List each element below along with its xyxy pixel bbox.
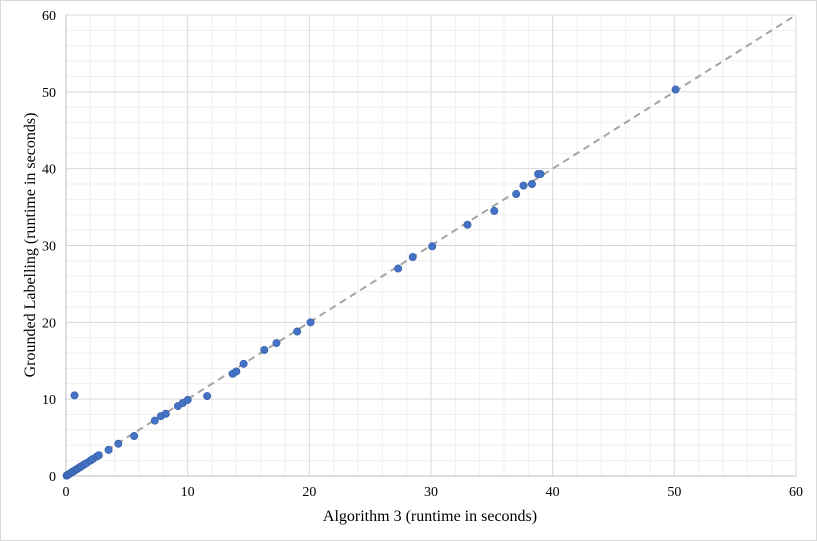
y-tick-label: 10 xyxy=(42,393,56,408)
x-tick-label: 60 xyxy=(789,485,803,500)
axes xyxy=(65,15,796,477)
data-point xyxy=(463,220,472,229)
y-tick-label: 30 xyxy=(42,240,56,255)
y-tick-label: 40 xyxy=(42,163,56,178)
x-tick-label: 10 xyxy=(181,485,195,500)
data-point xyxy=(114,439,123,448)
x-axis-title: Algorithm 3 (runtime in seconds) xyxy=(323,508,537,525)
data-point xyxy=(408,253,417,262)
data-point xyxy=(239,359,248,368)
data-point xyxy=(293,327,302,336)
y-tick-label: 20 xyxy=(42,316,56,331)
data-point xyxy=(130,432,139,441)
y-tick-label: 0 xyxy=(49,470,56,485)
data-point xyxy=(232,367,241,376)
data-point xyxy=(512,190,521,199)
x-tick-label: 20 xyxy=(302,485,316,500)
x-tick-label: 40 xyxy=(546,485,560,500)
data-point xyxy=(536,170,545,179)
data-point xyxy=(671,85,680,94)
y-tick-label: 60 xyxy=(42,9,56,24)
data-point xyxy=(519,181,528,190)
data-point xyxy=(183,395,192,404)
data-point xyxy=(306,318,315,327)
data-point xyxy=(490,206,499,215)
y-tick-label: 50 xyxy=(42,86,56,101)
y-axis-title: Grounded Labelling (runtime in seconds) xyxy=(22,113,39,378)
data-point xyxy=(527,180,536,189)
x-tick-labels: 0 10 20 30 40 50 60 xyxy=(63,485,804,500)
x-tick-label: 50 xyxy=(667,485,681,500)
data-point xyxy=(161,409,170,418)
data-point xyxy=(70,391,79,400)
x-tick-label: 0 xyxy=(63,485,70,500)
x-tick-label: 30 xyxy=(424,485,438,500)
data-point xyxy=(260,345,269,354)
data-point xyxy=(272,339,281,348)
data-point xyxy=(104,445,113,454)
data-point xyxy=(94,451,103,460)
data-point xyxy=(394,264,403,273)
data-points xyxy=(62,85,680,480)
y-tick-labels: 0 10 20 30 40 50 60 xyxy=(42,9,56,485)
data-point xyxy=(428,242,437,251)
data-point xyxy=(150,416,159,425)
data-point xyxy=(203,392,212,401)
